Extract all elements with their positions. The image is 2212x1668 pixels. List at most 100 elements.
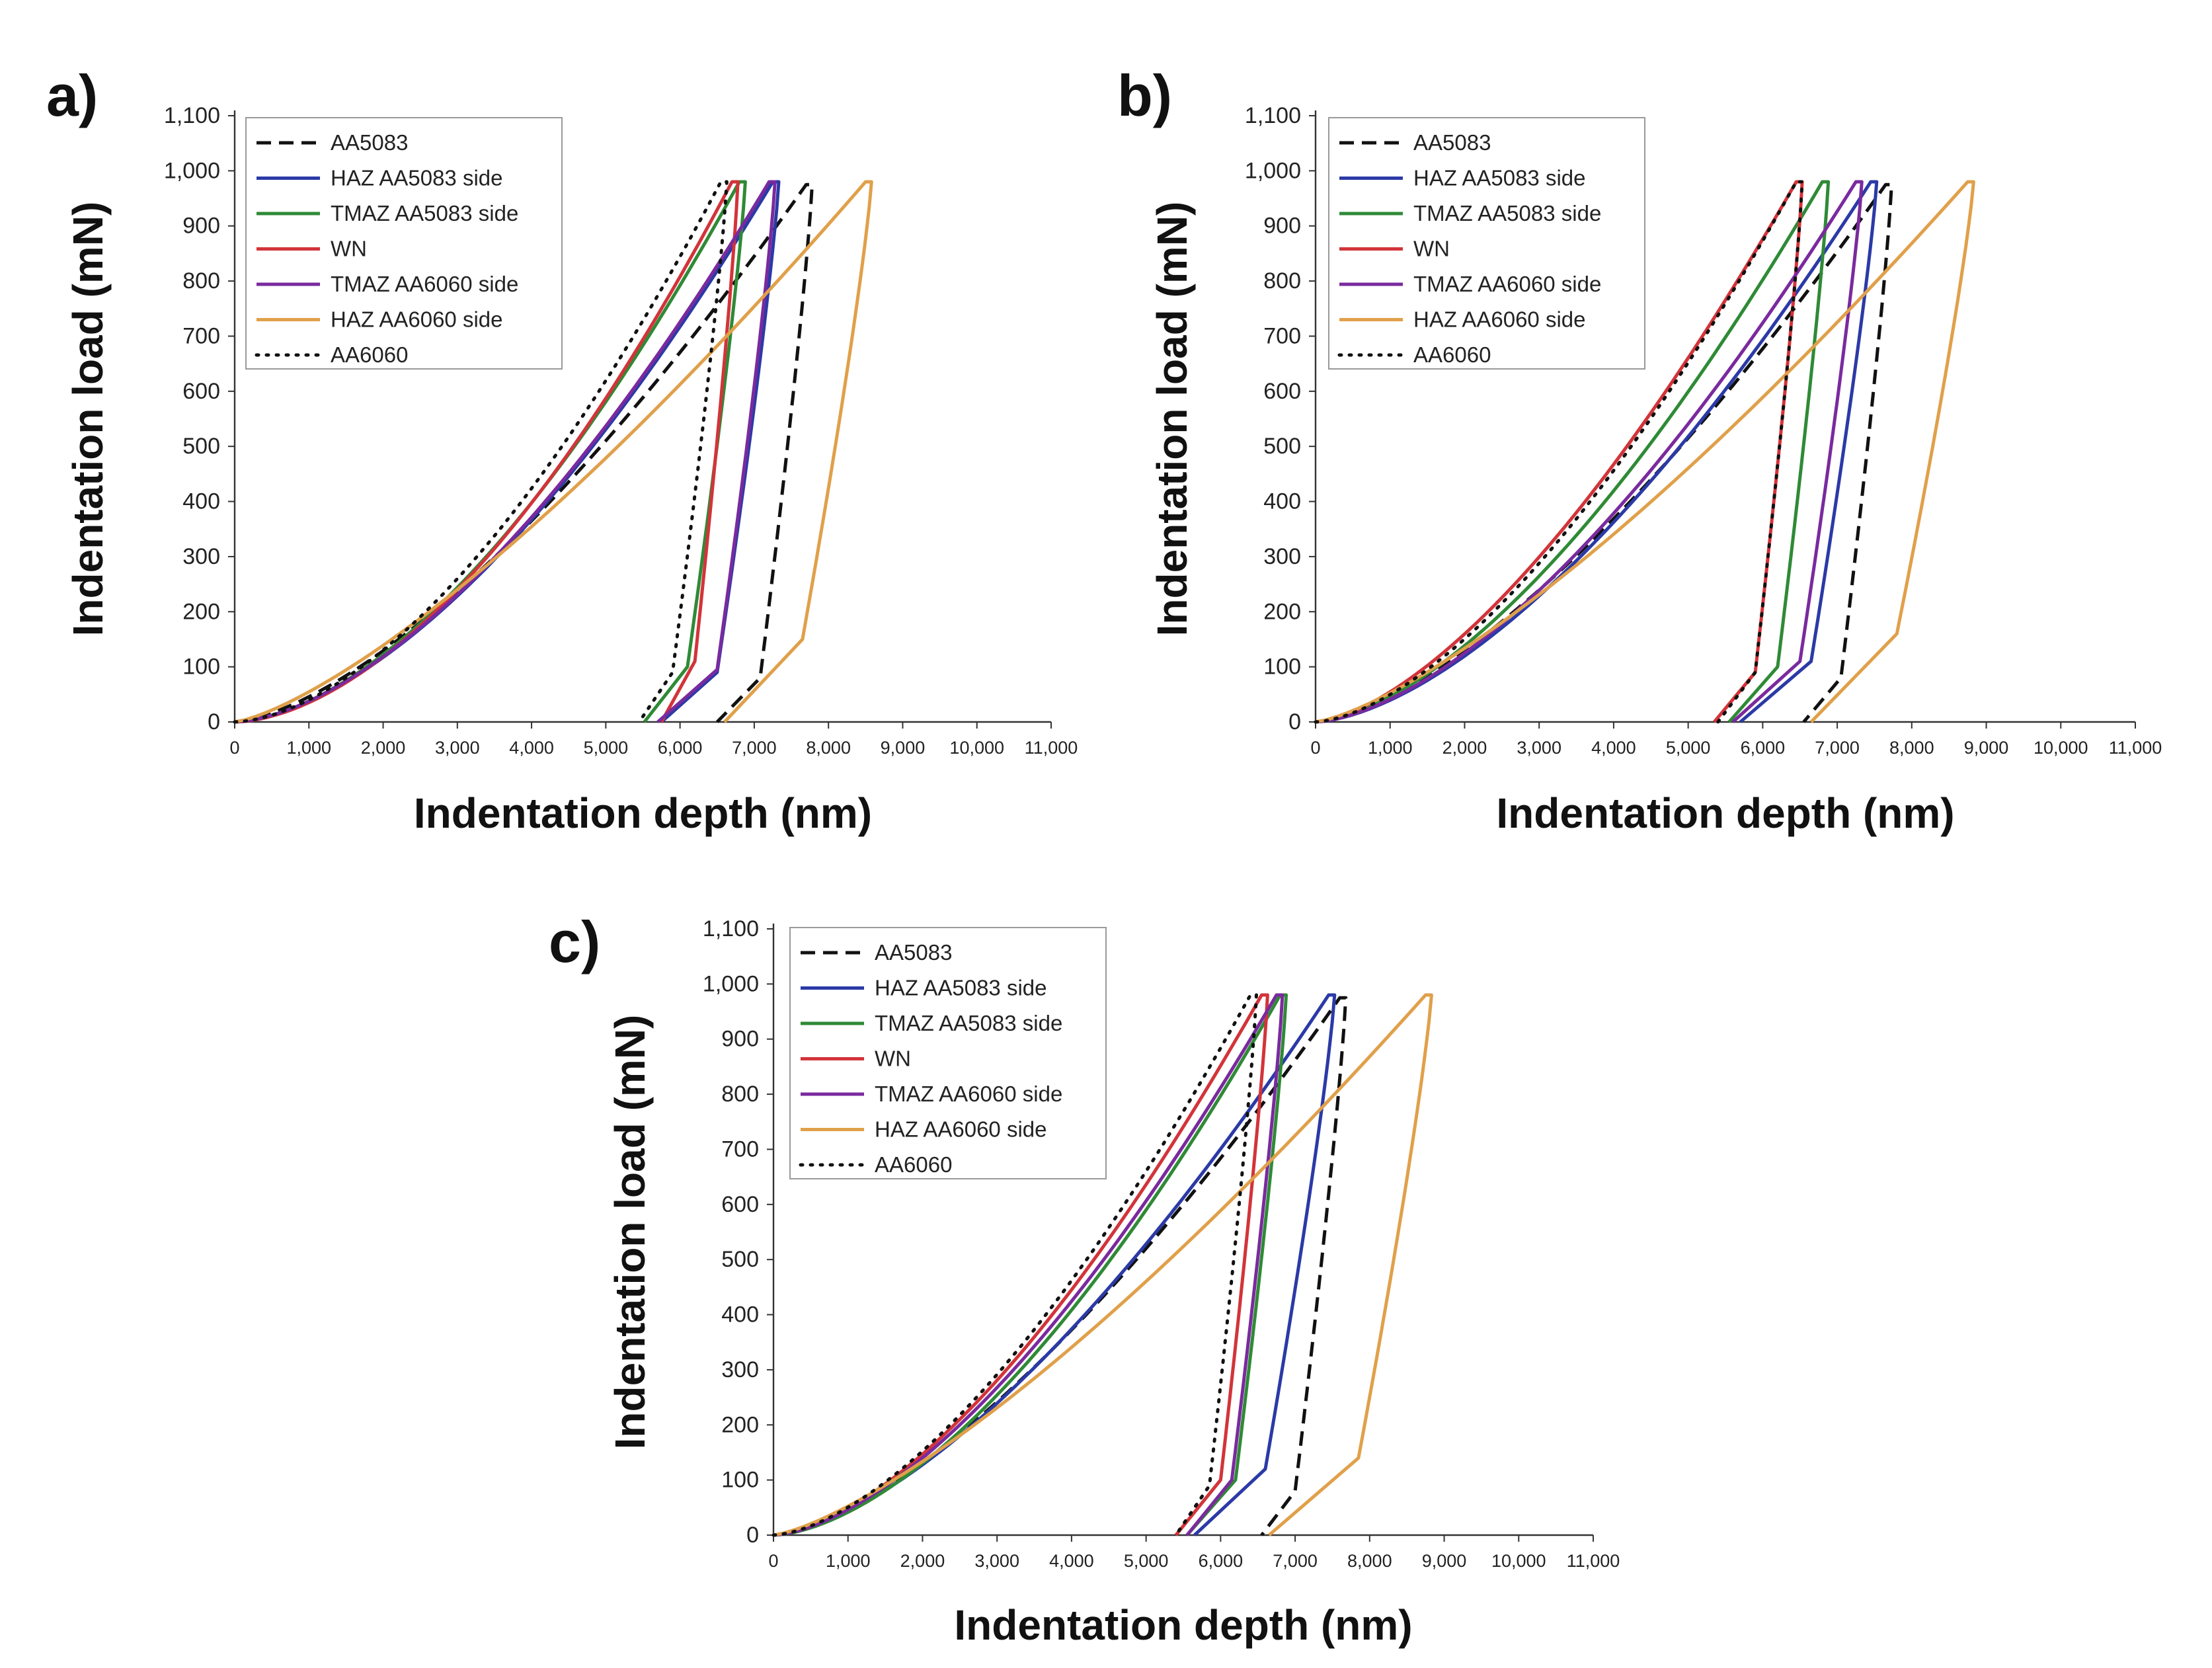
y-tick-label: 0	[746, 1523, 759, 1548]
legend: AA5083 HAZ AA5083 side TMAZ AA5083 side WN T…	[1328, 117, 1645, 370]
y-tick-label: 900	[182, 214, 220, 239]
legend-entry: AA5083	[331, 130, 408, 155]
y-tick-label: 1,100	[164, 103, 220, 128]
panel-label: c)	[549, 909, 600, 974]
x-tick-label: 8,000	[806, 738, 851, 758]
legend-entry: TMAZ AA5083 side	[1413, 201, 1601, 225]
y-tick-label: 700	[721, 1136, 759, 1162]
series-line-tmaz-aa6060-side	[234, 180, 777, 724]
legend-entry: TMAZ AA5083 side	[331, 201, 518, 225]
legend-entry: AA6060	[875, 1152, 952, 1177]
x-tick-label: 2,000	[361, 738, 406, 758]
y-tick-label: 0	[208, 709, 220, 735]
legend-entry: AA5083	[1413, 130, 1491, 155]
legend-entry: HAZ AA6060 side	[331, 307, 503, 332]
legend-entry: WN	[875, 1047, 911, 1071]
legend-entry: HAZ AA5083 side	[875, 976, 1047, 1000]
series-line-aa6060	[1314, 180, 1804, 724]
series-group	[1314, 180, 1975, 724]
x-tick-label: 11,000	[2109, 738, 2162, 758]
x-tick-label: 6,000	[658, 738, 703, 758]
legend-entry: AA5083	[875, 940, 952, 965]
series-line-tmaz-aa6060-side	[1315, 180, 1864, 724]
y-tick-label: 500	[1263, 434, 1301, 459]
series-line-aa6060	[771, 993, 1258, 1537]
series-line-haz-aa6060-side	[773, 993, 1433, 1537]
x-axis-title: Indentation depth (nm)	[954, 1601, 1412, 1649]
legend-entry: HAZ AA6060 side	[1413, 307, 1586, 332]
x-tick-label: 9,000	[881, 738, 926, 758]
x-tick-label: 7,000	[1273, 1551, 1318, 1571]
legend-box	[789, 927, 1107, 1179]
y-tick-label: 300	[721, 1357, 759, 1382]
y-tick-label: 200	[1263, 599, 1301, 624]
y-tick-label: 1,100	[1245, 103, 1301, 128]
x-axis-title: Indentation depth (nm)	[1496, 789, 1954, 837]
x-tick-label: 4,000	[1591, 738, 1636, 758]
y-tick-label: 1,000	[703, 971, 759, 996]
x-tick-label: 3,000	[974, 1551, 1019, 1571]
y-tick-label: 800	[721, 1082, 759, 1107]
x-tick-label: 7,000	[732, 738, 777, 758]
y-tick-label: 500	[721, 1247, 759, 1272]
y-tick-label: 100	[1263, 655, 1301, 680]
y-tick-label: 400	[721, 1302, 759, 1328]
series-line-haz-aa6060-side	[234, 180, 873, 724]
legend-entry: WN	[331, 237, 367, 261]
y-axis-title: Indentation load (mN)	[1148, 202, 1196, 637]
series-line-haz-aa5083-side	[1315, 180, 1879, 724]
legend-entry: HAZ AA6060 side	[875, 1117, 1047, 1142]
y-tick-label: 500	[182, 434, 220, 459]
series-group	[233, 180, 873, 724]
x-tick-label: 11,000	[1567, 1551, 1620, 1571]
x-tick-label: 8,000	[1889, 738, 1934, 758]
legend-entry: HAZ AA5083 side	[1413, 166, 1586, 190]
legend-entry: TMAZ AA6060 side	[331, 272, 518, 296]
x-tick-label: 1,000	[826, 1551, 871, 1571]
legend-entry: HAZ AA5083 side	[331, 166, 503, 190]
y-tick-label: 700	[182, 323, 220, 348]
legend-entry: TMAZ AA6060 side	[875, 1082, 1062, 1106]
y-tick-label: 200	[721, 1412, 759, 1437]
chart-panel-b: b) 0 1,000 2,000 3,000 4,000 5,000 6,000 7,000 8,…	[1117, 63, 2162, 837]
x-tick-label: 3,000	[1517, 738, 1561, 758]
panel-label: b)	[1117, 63, 1172, 128]
legend: AA5083 HAZ AA5083 side TMAZ AA5083 side WN T…	[245, 117, 563, 370]
y-tick-label: 800	[1263, 268, 1301, 294]
y-tick-label: 700	[1263, 323, 1301, 348]
y-tick-label: 600	[721, 1192, 759, 1217]
x-tick-label: 10,000	[1491, 1551, 1546, 1571]
x-tick-label: 2,000	[900, 1551, 945, 1571]
x-tick-label: 7,000	[1815, 738, 1860, 758]
x-tick-label: 0	[229, 738, 239, 758]
legend-entry: AA6060	[1413, 342, 1491, 367]
y-tick-label: 1,100	[703, 916, 759, 941]
legend-entry: AA6060	[331, 342, 408, 367]
x-axis-title: Indentation depth (nm)	[414, 789, 872, 837]
x-tick-label: 10,000	[949, 738, 1004, 758]
x-tick-label: 6,000	[1741, 738, 1786, 758]
legend-entry: WN	[1413, 237, 1450, 261]
y-tick-label: 0	[1288, 709, 1301, 735]
y-tick-label: 600	[182, 379, 220, 404]
y-tick-label: 600	[1263, 379, 1301, 404]
series-line-wn	[773, 993, 1269, 1537]
x-tick-label: 2,000	[1442, 738, 1487, 758]
x-tick-label: 9,000	[1422, 1551, 1467, 1571]
legend-box	[1328, 117, 1645, 370]
x-tick-label: 11,000	[1025, 738, 1078, 758]
y-tick-label: 100	[182, 655, 220, 680]
y-tick-label: 800	[182, 268, 220, 294]
y-tick-label: 400	[1263, 489, 1301, 514]
x-tick-label: 6,000	[1199, 1551, 1244, 1571]
y-tick-label: 100	[721, 1468, 759, 1493]
x-tick-label: 3,000	[435, 738, 480, 758]
x-tick-label: 10,000	[2034, 738, 2088, 758]
x-tick-label: 0	[768, 1551, 778, 1571]
y-tick-label: 1,000	[164, 158, 220, 183]
x-tick-label: 1,000	[286, 738, 331, 758]
y-tick-label: 1,000	[1245, 158, 1301, 183]
x-tick-label: 0	[1310, 738, 1320, 758]
x-tick-label: 9,000	[1964, 738, 2009, 758]
